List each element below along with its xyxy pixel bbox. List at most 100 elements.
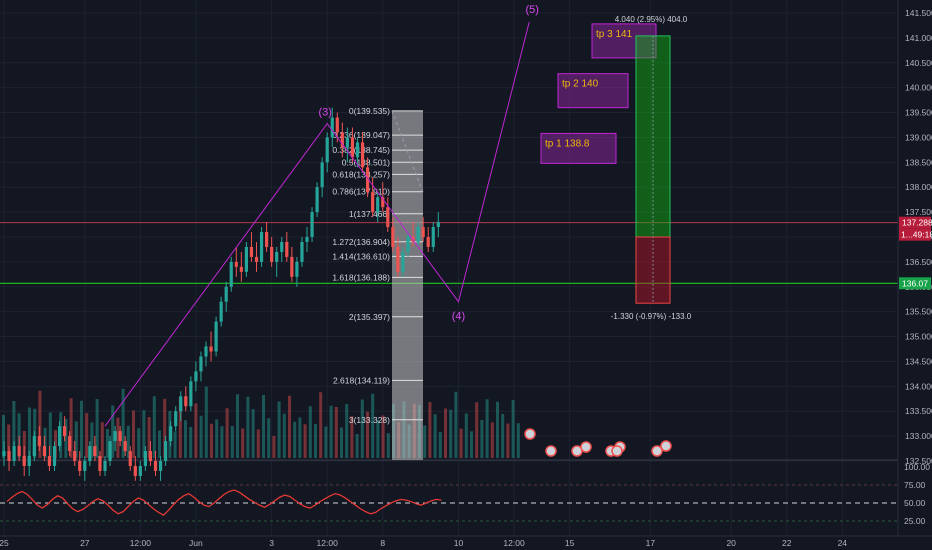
candle-body <box>244 246 248 272</box>
candle-body <box>436 222 440 228</box>
volume-bar <box>225 408 229 458</box>
candle-body <box>52 446 57 466</box>
volume-bar <box>386 433 390 458</box>
wave-label: (5) <box>525 4 538 16</box>
candle-body <box>391 227 395 247</box>
time-tick-label: 15 <box>565 538 575 548</box>
candle-body <box>68 436 72 452</box>
candle-body <box>133 465 137 476</box>
price-tick-label: 138.000 <box>905 182 932 192</box>
time-axis[interactable]: 25 27 12:00 Jun 3 12:00 8 10 12:00 15 17 20 22 24 <box>0 535 932 550</box>
candle-body <box>360 142 365 168</box>
event-marker-icon <box>545 445 557 457</box>
candle-body <box>189 381 193 407</box>
price-tick-label: 134.500 <box>905 356 932 366</box>
volume-bar <box>95 399 99 458</box>
volume-bar <box>80 400 83 458</box>
candle-body <box>315 187 319 213</box>
wave-label: (4) <box>452 311 465 323</box>
volume-bar <box>277 401 281 458</box>
candle-body <box>78 461 82 471</box>
price-axis[interactable]: 141.500 141.000 140.500 140.000 139.500 139.0… <box>897 0 932 550</box>
volume-bar <box>210 423 213 458</box>
candle-body <box>421 227 425 237</box>
candle-body <box>340 132 344 148</box>
candle-body <box>305 237 309 242</box>
price-tick-label: 138.500 <box>905 157 932 167</box>
volume-bar <box>17 413 21 458</box>
wave-label: (3) <box>318 107 331 119</box>
volume-bar <box>100 422 104 458</box>
volume-bar <box>470 431 473 458</box>
volume-bar <box>371 393 375 458</box>
target-boxes[interactable]: tp 1 138.8 tp 2 140 tp 3 141 <box>540 23 657 164</box>
long-position-tool[interactable]: 4.040 (2.95%) 404.0 -1.330 (-0.97%) -133.… <box>611 15 692 321</box>
candle-body <box>214 321 218 352</box>
volume-bar <box>480 420 484 458</box>
price-tick-label: 134.000 <box>905 381 932 391</box>
rsi-tick-label: 100.00 <box>904 462 930 472</box>
target-box <box>591 23 657 59</box>
target-label: tp 1 138.8 <box>545 138 590 149</box>
volume-bar <box>215 419 219 458</box>
price-tick-label: 139.500 <box>905 108 932 118</box>
volume-bar <box>90 422 94 458</box>
volume-bar <box>496 401 499 458</box>
rsi-tick-label: 25.00 <box>904 516 926 526</box>
candle-body <box>426 237 430 247</box>
time-axis-bg <box>0 536 932 550</box>
candle-body <box>138 465 142 476</box>
time-tick-label: 22 <box>782 538 792 548</box>
elliott-wave-drawing[interactable]: (3) (4) (5) <box>104 4 539 427</box>
volume-bar <box>272 436 276 458</box>
candle-body <box>108 441 112 461</box>
volume-bar <box>74 421 78 458</box>
volume-bar <box>142 410 146 458</box>
candle-body <box>194 371 198 382</box>
candle-body <box>376 197 380 213</box>
fib-level-label: 0.618(138.257) <box>332 169 390 179</box>
event-marker-icon <box>524 428 536 440</box>
candle-body <box>381 197 385 208</box>
candle-body <box>275 251 279 262</box>
wave-path <box>104 21 530 427</box>
volume-bar <box>22 431 26 458</box>
volume-bar <box>85 413 89 458</box>
volume-bar <box>126 425 130 458</box>
candle-body <box>148 451 153 461</box>
volume-bar <box>173 431 177 458</box>
volume-bar <box>423 425 427 458</box>
price-tick-label: 139.000 <box>905 132 932 142</box>
candle-body <box>103 461 107 471</box>
volume-bar <box>189 427 193 458</box>
candle-body <box>325 137 329 163</box>
fib-level-label: 1(137.466) <box>349 209 390 219</box>
volume-bar <box>449 409 453 458</box>
rsi-line <box>6 489 442 517</box>
target-label: tp 3 141 <box>596 29 633 40</box>
candle-body <box>249 246 254 257</box>
candle-body <box>431 227 435 247</box>
volume-bar <box>54 430 57 458</box>
volume-bar <box>236 394 239 458</box>
candle-body <box>300 241 304 262</box>
volume-bar <box>438 432 442 458</box>
volume-bar <box>178 397 182 458</box>
candlestick-series <box>2 107 440 481</box>
countdown-label: 1...49:18 <box>901 230 932 240</box>
fib-level-label: 2.618(134.119) <box>333 375 390 385</box>
fib-level-label: 1.414(136.610) <box>332 251 390 261</box>
target-label: tp 2 140 <box>562 79 599 90</box>
volume-bar <box>355 434 359 458</box>
candle-body <box>118 431 122 442</box>
price-tick-label: 135.000 <box>905 332 932 342</box>
volume-bar <box>293 421 297 458</box>
volume-bar <box>501 414 505 458</box>
candle-body <box>366 167 370 193</box>
fib-level-label: 0.5(138.501) <box>342 157 390 167</box>
price-tick-label: 137.500 <box>905 207 932 217</box>
fib-level-label: 0.236(139.047) <box>332 130 390 140</box>
volume-bar <box>241 428 245 458</box>
event-markers[interactable] <box>524 428 672 457</box>
